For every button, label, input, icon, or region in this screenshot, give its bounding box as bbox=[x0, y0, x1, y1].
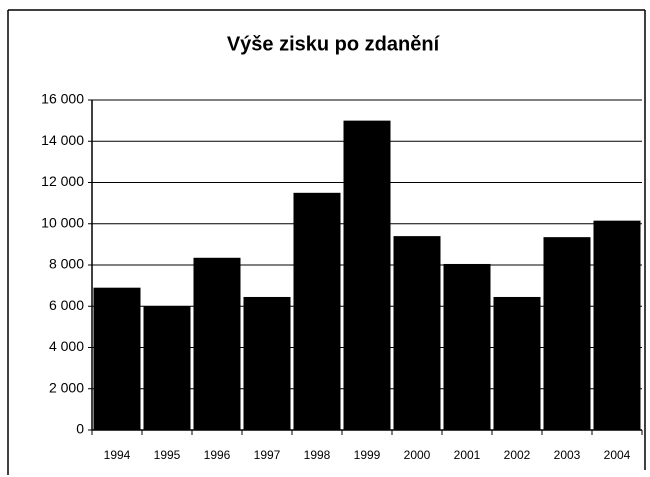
y-tick-label: 16 000 bbox=[41, 91, 84, 107]
y-tick-label: 10 000 bbox=[41, 214, 84, 230]
chart-title: Výše zisku po zdanění bbox=[227, 33, 441, 55]
bar bbox=[343, 120, 391, 430]
bar bbox=[593, 220, 641, 430]
x-tick-label: 2000 bbox=[404, 448, 431, 462]
bar bbox=[443, 263, 491, 430]
bar bbox=[393, 236, 441, 430]
y-tick-label: 12 000 bbox=[41, 173, 84, 189]
bar bbox=[293, 192, 341, 430]
bar bbox=[93, 287, 141, 430]
x-tick-label: 1994 bbox=[104, 448, 131, 462]
y-tick-label: 6 000 bbox=[49, 297, 84, 313]
y-tick-label: 4 000 bbox=[49, 338, 84, 354]
bar bbox=[243, 296, 291, 430]
bar bbox=[193, 257, 241, 430]
x-tick-label: 2003 bbox=[554, 448, 581, 462]
bar bbox=[543, 237, 591, 430]
y-tick-label: 8 000 bbox=[49, 256, 84, 272]
x-tick-label: 1996 bbox=[204, 448, 231, 462]
x-tick-label: 1997 bbox=[254, 448, 281, 462]
x-tick-label: 1995 bbox=[154, 448, 181, 462]
y-tick-label: 14 000 bbox=[41, 132, 84, 148]
y-tick-label: 2 000 bbox=[49, 379, 84, 395]
x-tick-label: 2002 bbox=[504, 448, 531, 462]
x-tick-label: 2001 bbox=[454, 448, 481, 462]
x-tick-label: 2004 bbox=[604, 448, 631, 462]
bar bbox=[143, 306, 191, 430]
bar bbox=[493, 296, 541, 430]
x-tick-label: 1999 bbox=[354, 448, 381, 462]
x-tick-label: 1998 bbox=[304, 448, 331, 462]
y-tick-label: 0 bbox=[76, 421, 84, 437]
